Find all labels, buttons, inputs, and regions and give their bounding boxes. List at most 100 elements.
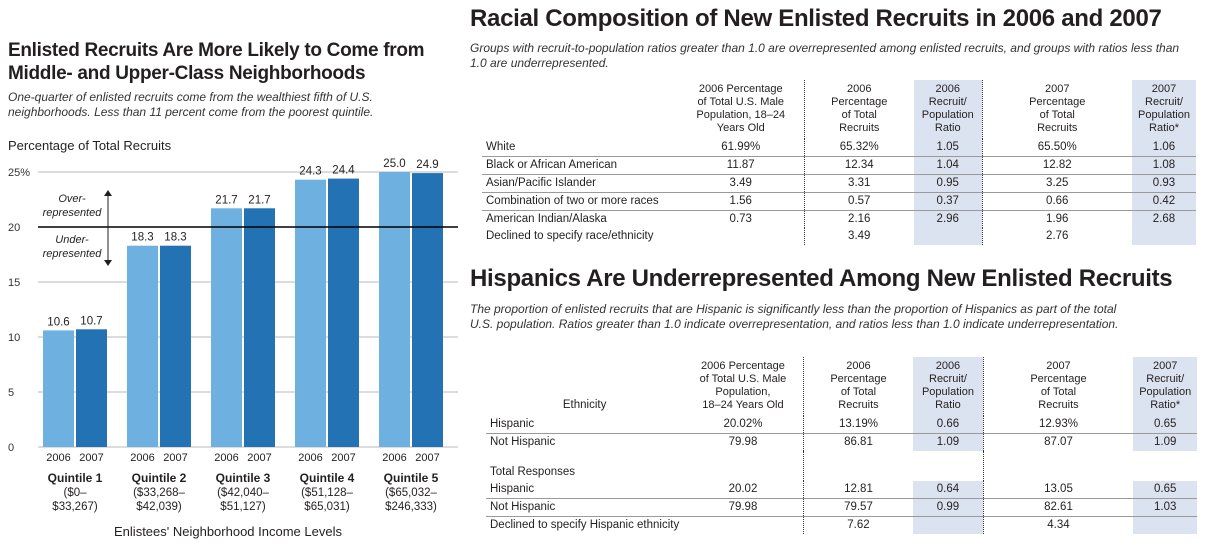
bar-2006-q2 bbox=[127, 245, 158, 447]
column-header-5: 2007 Recruit/Population Ratio* bbox=[1133, 357, 1198, 416]
category-range: ($51,128– bbox=[301, 487, 353, 499]
table-cell: 0.66 bbox=[913, 416, 984, 434]
column-header-label: Ethnicity bbox=[562, 399, 607, 411]
table-cell: 12.82 bbox=[981, 156, 1132, 175]
table-cell: 61.99% bbox=[678, 139, 804, 157]
hispanic-table: Ethnicity 2006 Percentage of Total U.S. Ma… bbox=[486, 357, 1198, 535]
row-label: Hispanic bbox=[486, 481, 684, 499]
x-series-label: 2006 bbox=[382, 452, 406, 464]
row-label: Black or African American bbox=[482, 156, 678, 175]
y-tick-label: 0 bbox=[8, 442, 14, 454]
y-tick-label: 20 bbox=[8, 222, 20, 234]
race-table-title: Racial Composition of New Enlisted Recru… bbox=[470, 5, 1162, 32]
x-series-label: 2006 bbox=[298, 452, 322, 464]
table-cell: 1.04 bbox=[914, 156, 982, 175]
row-label: Combination of two or more races bbox=[482, 192, 678, 211]
bar-chart-subtitle: One-quarter of enlisted recruits come fr… bbox=[8, 90, 373, 120]
table-cell: 1.09 bbox=[1133, 433, 1198, 451]
bar-chart-subtitle-line2: neighborhoods. Less than 11 percent come… bbox=[8, 105, 374, 119]
table-cell: 0.37 bbox=[914, 192, 982, 211]
table-cell: 0.65 bbox=[1133, 481, 1198, 499]
table-cell bbox=[1133, 451, 1197, 481]
race-subtitle-line2: 1.0 are underrepresented. bbox=[470, 56, 609, 70]
table-cell bbox=[982, 451, 1134, 481]
hispanic-subtitle-line2: U.S. population. Ratios greater than 1.0… bbox=[470, 317, 1119, 331]
section-label: Total Responses bbox=[490, 466, 576, 478]
table-cell bbox=[913, 516, 984, 534]
table-cell: 79.98 bbox=[683, 498, 804, 517]
bar-chart-title-line1: Enlisted Recruits Are More Likely to Com… bbox=[8, 40, 425, 61]
category-range: ($42,040– bbox=[217, 487, 269, 499]
data-label: 10.7 bbox=[80, 315, 102, 327]
column-header-3: 2006 Recruit/Population Ratio bbox=[913, 357, 984, 416]
table-cell: 1.03 bbox=[1133, 498, 1198, 517]
table-cell bbox=[913, 451, 983, 481]
category-range: $51,127) bbox=[220, 501, 266, 513]
table-cell: 2.76 bbox=[981, 228, 1132, 245]
data-label: 18.3 bbox=[131, 232, 153, 244]
bar-2007-q4 bbox=[328, 178, 359, 447]
x-series-label: 2007 bbox=[331, 452, 355, 464]
table-row: Declined to specify race/ethnicity 3.49 2.… bbox=[482, 228, 1196, 245]
column-header-5: 2007 Recruit/Population Ratio* bbox=[1132, 80, 1196, 139]
under-represented-label: represented bbox=[43, 248, 103, 260]
arrow-up-icon bbox=[104, 190, 112, 196]
table-cell: 3.49 bbox=[678, 174, 804, 193]
table-cell: 0.57 bbox=[803, 192, 914, 211]
data-label: 18.3 bbox=[164, 232, 186, 244]
x-series-label: 2006 bbox=[130, 452, 154, 464]
column-header-4: 2007 Percentage of Total Recruits bbox=[982, 357, 1134, 416]
data-label: 24.4 bbox=[332, 165, 355, 177]
row-label: Not Hispanic bbox=[490, 436, 556, 448]
table-cell: 0.42 bbox=[1132, 192, 1196, 211]
table-cell: 82.61 bbox=[982, 498, 1134, 517]
column-header-4: 2007 Percentage of Total Recruits bbox=[981, 80, 1132, 139]
category-label: Quintile 4 bbox=[300, 471, 355, 485]
table-cell: 12.81 bbox=[802, 481, 914, 499]
column-header-2: 2006 Percentage of Total Recruits bbox=[803, 80, 914, 139]
table-cell bbox=[914, 228, 982, 245]
table-row: Hispanic 20.02% 13.19% 0.66 12.93% 0.65 bbox=[486, 416, 1198, 434]
table-cell: 65.32% bbox=[803, 139, 914, 157]
race-table: 2006 Percentage of Total U.S. Male Populat… bbox=[482, 80, 1196, 245]
table-cell bbox=[1132, 228, 1196, 245]
table-row: Hispanic 20.02 12.81 0.64 13.05 0.65 bbox=[486, 481, 1198, 499]
category-range: ($33,268– bbox=[133, 487, 185, 499]
data-label: 24.3 bbox=[299, 166, 321, 178]
y-tick-label: 10 bbox=[8, 332, 20, 344]
table-cell: 0.66 bbox=[981, 192, 1132, 211]
table-cell: 4.34 bbox=[982, 516, 1134, 534]
table-cell: 1.09 bbox=[913, 433, 984, 451]
y-tick-label: 15 bbox=[8, 277, 20, 289]
table-row: Black or African American 11.87 12.34 1.04 1… bbox=[482, 156, 1196, 175]
table-cell: 0.73 bbox=[729, 213, 752, 225]
column-header-1: 2006 Percentage of Total U.S. Male Populat… bbox=[696, 83, 786, 134]
table-cell: 79.57 bbox=[802, 498, 914, 517]
column-header-1: 2006 Percentage of Total U.S. Male Populat… bbox=[699, 360, 787, 411]
table-cell: 0.95 bbox=[914, 174, 982, 193]
x-series-label: 2007 bbox=[247, 452, 271, 464]
table-row: White 61.99% 65.32% 1.05 65.50% 1.06 bbox=[482, 139, 1196, 157]
table-row: Asian/Pacific Islander 3.49 3.31 0.95 3.25 0.… bbox=[482, 174, 1196, 193]
over-represented-label: represented bbox=[43, 207, 103, 219]
table-cell: 7.62 bbox=[802, 516, 914, 534]
y-tick-label: 25% bbox=[8, 167, 30, 179]
table-cell: 87.07 bbox=[982, 433, 1134, 451]
hispanic-table-title: Hispanics Are Underrepresented Among New… bbox=[470, 265, 1173, 292]
column-header-2: 2006 Percentage of Total Recruits bbox=[802, 357, 914, 416]
section-row: Total Responses bbox=[486, 451, 1197, 481]
bar-chart-subtitle-line1: One-quarter of enlisted recruits come fr… bbox=[8, 90, 373, 104]
data-label: 21.7 bbox=[248, 194, 270, 206]
table-row: Not Hispanic 79.98 79.57 0.99 82.61 1.03 bbox=[486, 498, 1198, 517]
table-row: Declined to specify Hispanic ethnicity 7.… bbox=[486, 516, 1198, 535]
table-cell bbox=[1133, 516, 1198, 534]
column-header-3: 2006 Recruit/Population Ratio bbox=[914, 80, 982, 139]
table-cell: 1.05 bbox=[914, 139, 982, 157]
row-label: Asian/Pacific Islander bbox=[482, 174, 678, 193]
table-cell: 2.96 bbox=[914, 210, 982, 228]
table-row: Combination of two or more races 1.56 0.57… bbox=[482, 192, 1196, 211]
row-label: Not Hispanic bbox=[486, 498, 684, 517]
table-cell: 20.02 bbox=[683, 481, 804, 499]
table-cell bbox=[683, 517, 803, 535]
hispanic-subtitle-line1: The proportion of enlisted recruits that… bbox=[470, 302, 1117, 316]
